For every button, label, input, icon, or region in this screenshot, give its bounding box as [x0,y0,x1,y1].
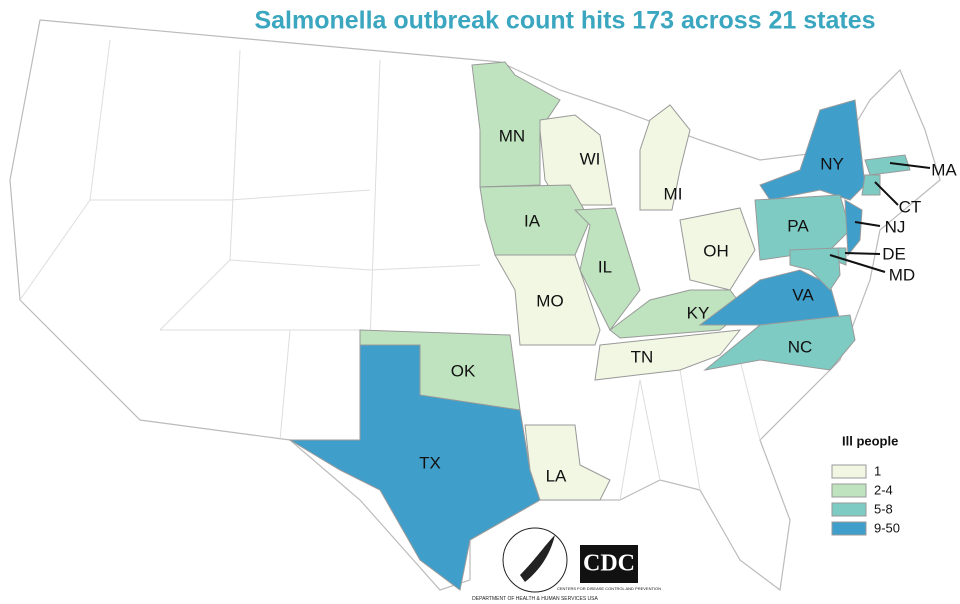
legend-label: 9-50 [874,520,900,535]
state [524,424,611,501]
state [861,174,881,196]
state-label: TN [631,347,654,366]
legend-swatch [831,521,867,536]
state-label: MO [536,291,563,310]
state-label: MD [889,265,915,284]
state [864,154,911,176]
us-outline [9,19,941,592]
state-label: KY [687,303,710,322]
legend: 1 2-4 5-8 9-50 [831,463,900,536]
state-label: NY [820,154,844,173]
state-label: CT [899,197,922,216]
legend-swatch [831,464,867,479]
states [288,61,911,591]
state-label: TX [419,453,441,472]
state [789,247,841,291]
legend-label: 2-4 [874,482,893,497]
state-grid [19,39,761,501]
legend-label: 5-8 [874,501,893,516]
state-label: LA [546,466,567,485]
state-labels: MN WI MI IA IL MO OH KY TN OK TX LA NY P… [419,126,957,485]
state [844,199,863,257]
hhs-logo: DEPARTMENT OF HEALTH & HUMAN SERVICES US… [472,527,599,602]
state [703,314,856,371]
state [639,104,691,211]
legend-swatch [831,483,867,498]
state-label: PA [787,216,809,235]
state [594,329,742,381]
state-label: OK [451,361,476,380]
title: Salmonella outbreak count hits 173 acros… [254,7,875,35]
state-label: MN [499,126,525,145]
legend-swatch [831,502,867,517]
state-label: MA [931,160,957,179]
state-label: NC [788,337,813,356]
cdc-text: CDC [583,551,635,577]
state-label: VA [792,285,814,304]
cdc-logo: CDC CENTERS FOR DISEASE CONTROL AND PREV… [557,545,661,591]
state-label: IA [524,211,541,230]
state-label: IL [598,257,612,276]
state-label: DE [882,244,906,263]
state [679,207,756,291]
state [539,114,613,206]
legend-label: 1 [874,463,881,478]
state [288,344,541,591]
state [494,254,601,346]
state [754,194,851,261]
cdc-subtext: CENTERS FOR DISEASE CONTROL AND PREVENTI… [557,586,661,591]
state [759,99,866,201]
state-label: OH [703,241,729,260]
state-label: WI [580,149,601,168]
leader-lines [829,162,931,273]
state-label: NJ [885,217,906,236]
hhs-text: DEPARTMENT OF HEALTH & HUMAN SERVICES US… [472,596,598,602]
legend-title: Ill people [842,433,898,448]
state-label: MI [664,184,683,203]
